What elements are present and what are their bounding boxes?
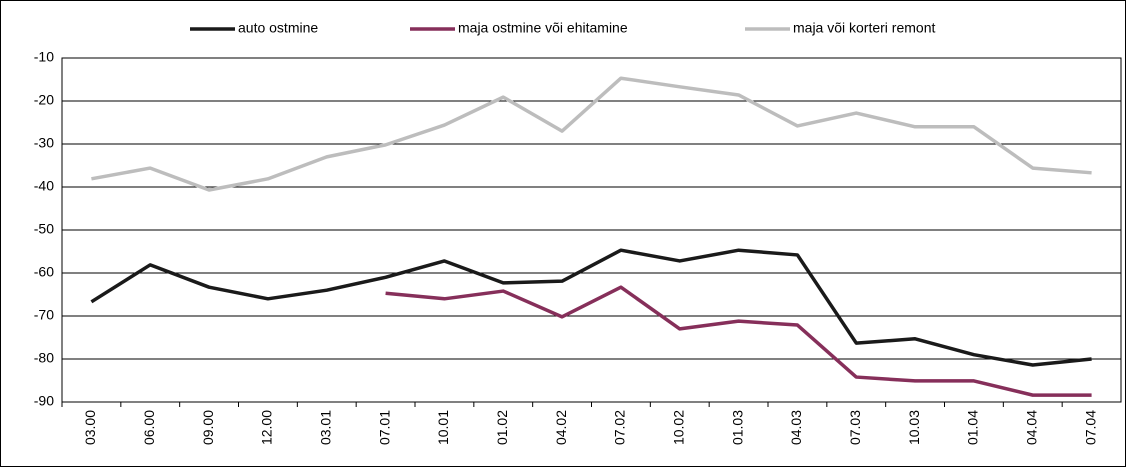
x-tick-label: 04.03 <box>788 410 804 445</box>
series-line <box>90 248 1092 367</box>
x-tick-label: 03.00 <box>82 410 98 445</box>
x-tick-label: 12.00 <box>259 410 275 445</box>
series-line <box>91 76 1092 192</box>
x-tick-label: 03.01 <box>317 410 333 445</box>
y-tick-label: -30 <box>34 135 54 151</box>
y-tick-label: -90 <box>34 393 54 409</box>
x-tick-label: 07.03 <box>847 410 863 445</box>
legend-label: maja ostmine või ehitamine <box>458 20 628 36</box>
x-tick-label: 01.03 <box>729 410 745 445</box>
x-tick-label: 04.04 <box>1023 410 1039 445</box>
x-tick-label: 01.02 <box>494 410 510 445</box>
y-tick-label: -50 <box>34 221 54 237</box>
x-tick-label: 07.01 <box>376 410 392 445</box>
y-tick-label: -60 <box>34 264 54 280</box>
y-tick-label: -80 <box>34 350 54 366</box>
y-tick-label: -70 <box>34 307 54 323</box>
x-tick-label: 09.00 <box>200 410 216 445</box>
x-tick-label: 07.02 <box>612 410 628 445</box>
y-tick-label: -40 <box>34 178 54 194</box>
x-tick-label: 06.00 <box>141 410 157 445</box>
x-tick-label: 07.04 <box>1082 410 1098 445</box>
x-tick-label: 10.01 <box>435 410 451 445</box>
x-tick-label: 04.02 <box>553 410 569 445</box>
legend-label: maja või korteri remont <box>793 20 935 36</box>
legend-label: auto ostmine <box>238 20 318 36</box>
x-tick-label: 01.04 <box>965 410 981 445</box>
y-tick-label: -10 <box>34 49 54 65</box>
x-tick-label: 10.02 <box>670 410 686 445</box>
x-tick-label: 10.03 <box>906 410 922 445</box>
y-tick-label: -20 <box>34 92 54 108</box>
series-line <box>385 285 1092 397</box>
